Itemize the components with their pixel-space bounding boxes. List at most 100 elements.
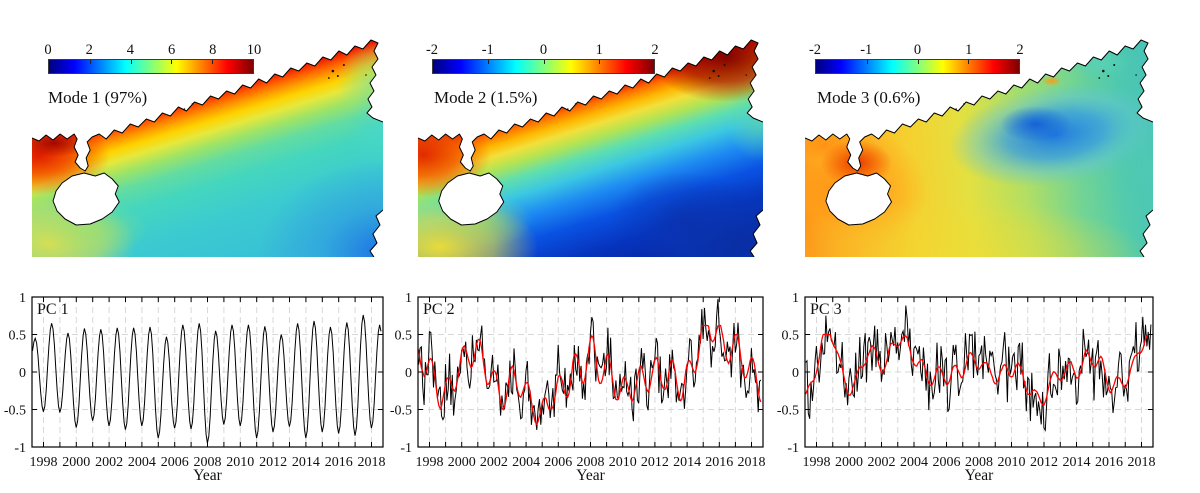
colorbar-tick-mark	[212, 60, 214, 64]
svg-text:1998: 1998	[803, 455, 831, 470]
svg-text:2000: 2000	[62, 455, 90, 470]
colorbar-tick-mark	[917, 60, 919, 64]
pc1-plot: -1 -0.5 0 0.5 1 1998 2000 2002 2004 2006 2008 2010 2…	[4, 291, 386, 484]
tick-labels: -1 -0.5 0 0.5 1 1998 2000 2002 2004 2006 2008 2010 2…	[4, 291, 386, 470]
colorbar-tick-mark	[968, 60, 970, 64]
svg-text:-0.5: -0.5	[4, 404, 26, 419]
svg-text:2018: 2018	[1128, 455, 1156, 470]
colorbar-tick-mark	[598, 60, 600, 64]
svg-text:2000: 2000	[835, 455, 863, 470]
panel-label: PC 1	[37, 301, 69, 318]
mode3-colorbar: -2 -1 0 1 2	[809, 42, 1024, 74]
colorbar-tick-label: -1	[481, 42, 494, 58]
svg-text:-1: -1	[787, 441, 799, 456]
svg-text:2016: 2016	[1095, 455, 1123, 470]
svg-text:2004: 2004	[512, 455, 540, 470]
mode3-map	[805, 39, 1153, 257]
tick-labels: -1 -0.5 0 0.5 1 1998 2000 2002 2004 2006 2008 2010 2…	[777, 291, 1156, 470]
tick-labels: -1 -0.5 0 0.5 1 1998 2000 2002 2004 2006 2008 2010 2…	[390, 291, 766, 470]
svg-text:2000: 2000	[448, 455, 476, 470]
svg-text:2010: 2010	[226, 455, 254, 470]
colorbar-tick-label: -2	[425, 42, 439, 58]
svg-text:2016: 2016	[705, 455, 733, 470]
svg-text:2002: 2002	[480, 455, 508, 470]
mode2-map	[418, 39, 763, 257]
mode1-colorbar: 0 2 4 6 8 10	[44, 42, 261, 74]
svg-text:2010: 2010	[609, 455, 637, 470]
colorbar-tick-label: 2	[85, 42, 93, 58]
mode3-colorbar-labels: -2 -1 0 1 2	[809, 42, 1024, 59]
svg-text:1998: 1998	[30, 455, 58, 470]
grid	[32, 297, 383, 447]
svg-text:2008: 2008	[577, 455, 605, 470]
grid	[418, 297, 763, 447]
pc2-plot: -1 -0.5 0 0.5 1 1998 2000 2002 2004 2006 2008 2010 2…	[390, 291, 766, 484]
colorbar-tick-label: 2	[651, 42, 659, 58]
svg-text:2008: 2008	[965, 455, 993, 470]
svg-text:2006: 2006	[544, 455, 572, 470]
mode1-label: Mode 1 (97%)	[48, 88, 148, 107]
mode1-colorbar-labels: 0 2 4 6 8 10	[44, 42, 261, 59]
svg-text:2016: 2016	[325, 455, 353, 470]
colorbar-tick-mark	[866, 60, 868, 64]
colorbar-tick-label: 4	[126, 42, 135, 58]
svg-text:2006: 2006	[933, 455, 961, 470]
svg-text:2010: 2010	[998, 455, 1026, 470]
svg-text:1: 1	[792, 291, 799, 306]
x-axis-label: Year	[193, 467, 222, 484]
pc3-plot: -1 -0.5 0 0.5 1 1998 2000 2002 2004 2006 2008 2010 2…	[777, 291, 1156, 484]
svg-text:0.5: 0.5	[9, 329, 27, 344]
svg-text:0: 0	[792, 366, 799, 381]
colorbar-tick-label: 1	[595, 42, 603, 58]
mode2-label: Mode 2 (1.5%)	[434, 88, 538, 107]
svg-text:-0.5: -0.5	[390, 404, 412, 419]
mode3-label: Mode 3 (0.6%)	[817, 88, 921, 107]
colorbar-tick-label: -2	[808, 42, 822, 58]
svg-text:2004: 2004	[128, 455, 156, 470]
tick-marks	[32, 297, 383, 447]
colorbar-tick-label: 8	[209, 42, 217, 58]
mode2-colorbar-labels: -2 -1 0 1 2	[426, 42, 659, 59]
pc2-smoothed-line	[418, 324, 762, 426]
svg-text:-1: -1	[14, 441, 26, 456]
svg-text:-1: -1	[400, 441, 412, 456]
colorbar-tick-label: 0	[44, 42, 52, 58]
svg-text:0: 0	[405, 366, 412, 381]
colorbar-tick-mark	[543, 60, 545, 64]
colorbar-tick-mark	[488, 60, 490, 64]
pc3-monthly-line	[805, 305, 1152, 432]
svg-text:1998: 1998	[416, 455, 444, 470]
colorbar-tick-label: 6	[167, 42, 176, 58]
svg-text:2014: 2014	[673, 455, 701, 470]
svg-text:2014: 2014	[292, 455, 320, 470]
svg-text:2012: 2012	[641, 455, 669, 470]
svg-text:-0.5: -0.5	[777, 404, 799, 419]
mode2-colorbar: -2 -1 0 1 2	[426, 42, 659, 74]
svg-text:1: 1	[19, 291, 26, 306]
svg-text:2012: 2012	[1030, 455, 1058, 470]
colorbar-tick-label: 0	[539, 42, 548, 58]
svg-text:2006: 2006	[161, 455, 189, 470]
tick-marks	[418, 297, 763, 447]
svg-text:2018: 2018	[738, 455, 766, 470]
mode2-colorbar-gradient	[432, 59, 655, 74]
pc3-smoothed-line	[805, 333, 1151, 406]
tick-marks	[805, 297, 1153, 447]
colorbar-tick-label: 1	[965, 42, 973, 58]
svg-text:0: 0	[19, 366, 26, 381]
svg-text:2014: 2014	[1063, 455, 1091, 470]
svg-text:2004: 2004	[900, 455, 928, 470]
panel-label: PC 3	[810, 301, 842, 318]
svg-text:2002: 2002	[95, 455, 123, 470]
mode3-colorbar-gradient	[815, 59, 1020, 74]
colorbar-tick-label: 10	[246, 42, 262, 58]
svg-text:0.5: 0.5	[782, 329, 800, 344]
svg-text:2018: 2018	[358, 455, 386, 470]
svg-text:1: 1	[405, 291, 412, 306]
pc1-monthly-line	[32, 314, 382, 444]
svg-text:2002: 2002	[868, 455, 896, 470]
colorbar-tick-label: 0	[913, 42, 922, 58]
x-axis-label: Year	[576, 467, 605, 484]
